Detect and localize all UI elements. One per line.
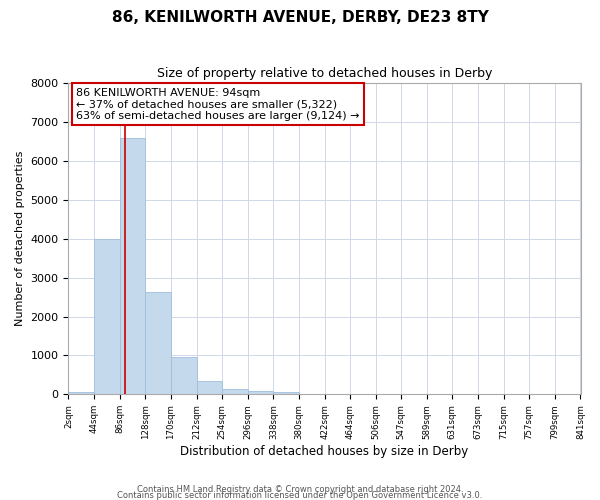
Bar [68, 392, 94, 394]
Bar [171, 358, 197, 395]
Bar [94, 238, 119, 394]
Bar [197, 381, 222, 394]
Bar [145, 292, 171, 394]
Text: Contains public sector information licensed under the Open Government Licence v3: Contains public sector information licen… [118, 490, 482, 500]
Text: 86, KENILWORTH AVENUE, DERBY, DE23 8TY: 86, KENILWORTH AVENUE, DERBY, DE23 8TY [112, 10, 488, 25]
X-axis label: Distribution of detached houses by size in Derby: Distribution of detached houses by size … [181, 444, 469, 458]
Title: Size of property relative to detached houses in Derby: Size of property relative to detached ho… [157, 68, 492, 80]
Text: 86 KENILWORTH AVENUE: 94sqm
← 37% of detached houses are smaller (5,322)
63% of : 86 KENILWORTH AVENUE: 94sqm ← 37% of det… [76, 88, 359, 121]
Bar [274, 392, 299, 394]
Bar [119, 138, 145, 394]
Bar [248, 391, 274, 394]
Bar [222, 390, 248, 394]
Text: Contains HM Land Registry data © Crown copyright and database right 2024.: Contains HM Land Registry data © Crown c… [137, 484, 463, 494]
Y-axis label: Number of detached properties: Number of detached properties [15, 151, 25, 326]
